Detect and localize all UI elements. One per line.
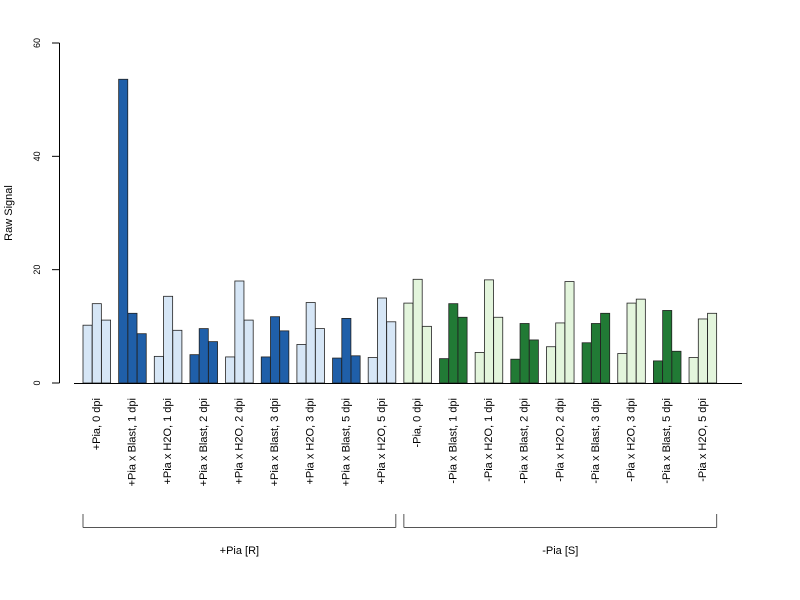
bar [260, 356, 271, 384]
group-brackets: +Pia [R] -Pia [S] [82, 514, 718, 557]
x-tick-label: +Pia x Blast, 5 dpi [340, 398, 352, 486]
bar [688, 357, 699, 384]
bar [225, 356, 236, 384]
x-tick-label: +Pia x H2O, 1 dpi [162, 398, 174, 485]
bar [626, 302, 637, 384]
bar [386, 321, 397, 384]
bar [234, 280, 245, 384]
y-tick-label: 0 [32, 380, 42, 385]
x-tick-label: +Pia x Blast, 2 dpi [198, 398, 210, 486]
bar [305, 302, 316, 384]
bar [581, 342, 592, 384]
y-tick-label: 40 [32, 151, 42, 161]
bar [377, 297, 387, 384]
bar [590, 323, 601, 384]
bar [101, 319, 112, 384]
bars [82, 78, 718, 384]
bar [314, 328, 325, 384]
bar [403, 302, 414, 384]
bar [421, 325, 432, 384]
bar [519, 323, 530, 384]
bar [474, 351, 485, 384]
x-tick-label: -Pia x Blast, 1 dpi [447, 398, 459, 484]
x-tick-label: +Pia x H2O, 5 dpi [376, 398, 388, 485]
bar [163, 295, 174, 384]
bar [493, 316, 504, 384]
x-tick-label: -Pia x H2O, 1 dpi [483, 398, 495, 482]
x-tick-label: +Pia x Blast, 1 dpi [126, 398, 138, 486]
bar [653, 360, 663, 384]
bar [296, 344, 307, 384]
bar [198, 328, 209, 384]
bar [564, 281, 575, 384]
x-tick-label: +Pia, 0 dpi [91, 398, 103, 450]
x-tick-label: -Pia x Blast, 3 dpi [590, 398, 602, 484]
bar [350, 355, 361, 384]
bar [483, 279, 494, 384]
bar [332, 357, 343, 384]
bar [662, 310, 673, 384]
x-tick-label: -Pia x H2O, 5 dpi [697, 398, 709, 482]
y-tick-label: 20 [32, 265, 42, 275]
bar [127, 312, 138, 384]
bar [546, 346, 556, 384]
bar [189, 354, 200, 384]
x-tick-label: +Pia x Blast, 3 dpi [269, 398, 281, 486]
bar [279, 330, 290, 384]
x-tick-label: -Pia, 0 dpi [412, 398, 424, 448]
bar [439, 358, 450, 384]
bar [697, 318, 708, 384]
bar [600, 312, 611, 384]
bar [707, 312, 718, 384]
bar [270, 316, 281, 384]
bar [367, 357, 378, 384]
bar [412, 278, 423, 384]
bar [136, 333, 147, 384]
x-tick-label: -Pia x H2O, 2 dpi [554, 398, 566, 482]
bar [341, 317, 352, 384]
group-label: -Pia [S] [542, 545, 578, 557]
y-tick-label: 60 [32, 38, 42, 48]
bar [671, 350, 682, 384]
bar [243, 319, 254, 384]
bar [91, 303, 102, 384]
bar [457, 316, 468, 384]
x-tick-labels: +Pia, 0 dpi +Pia x Blast, 1 dpi +Pia x H2O… [91, 398, 709, 486]
bar [208, 341, 218, 384]
group-label: +Pia [R] [220, 545, 259, 557]
bar [555, 322, 566, 384]
bar [82, 324, 93, 384]
bar [510, 358, 521, 384]
bar [153, 355, 164, 384]
bar [617, 353, 628, 384]
bar [172, 329, 183, 384]
x-tick-label: +Pia x H2O, 3 dpi [305, 398, 317, 485]
bar [118, 78, 129, 384]
y-axis-label: Raw Signal [3, 185, 15, 241]
bar [635, 298, 646, 384]
bar [528, 339, 539, 384]
x-tick-label: +Pia x H2O, 2 dpi [233, 398, 245, 485]
x-tick-label: -Pia x Blast, 5 dpi [661, 398, 673, 484]
y-axis: 0 20 40 60 [32, 38, 60, 386]
x-tick-label: -Pia x Blast, 2 dpi [519, 398, 531, 484]
x-tick-label: -Pia x H2O, 3 dpi [626, 398, 638, 482]
bar [448, 303, 459, 384]
